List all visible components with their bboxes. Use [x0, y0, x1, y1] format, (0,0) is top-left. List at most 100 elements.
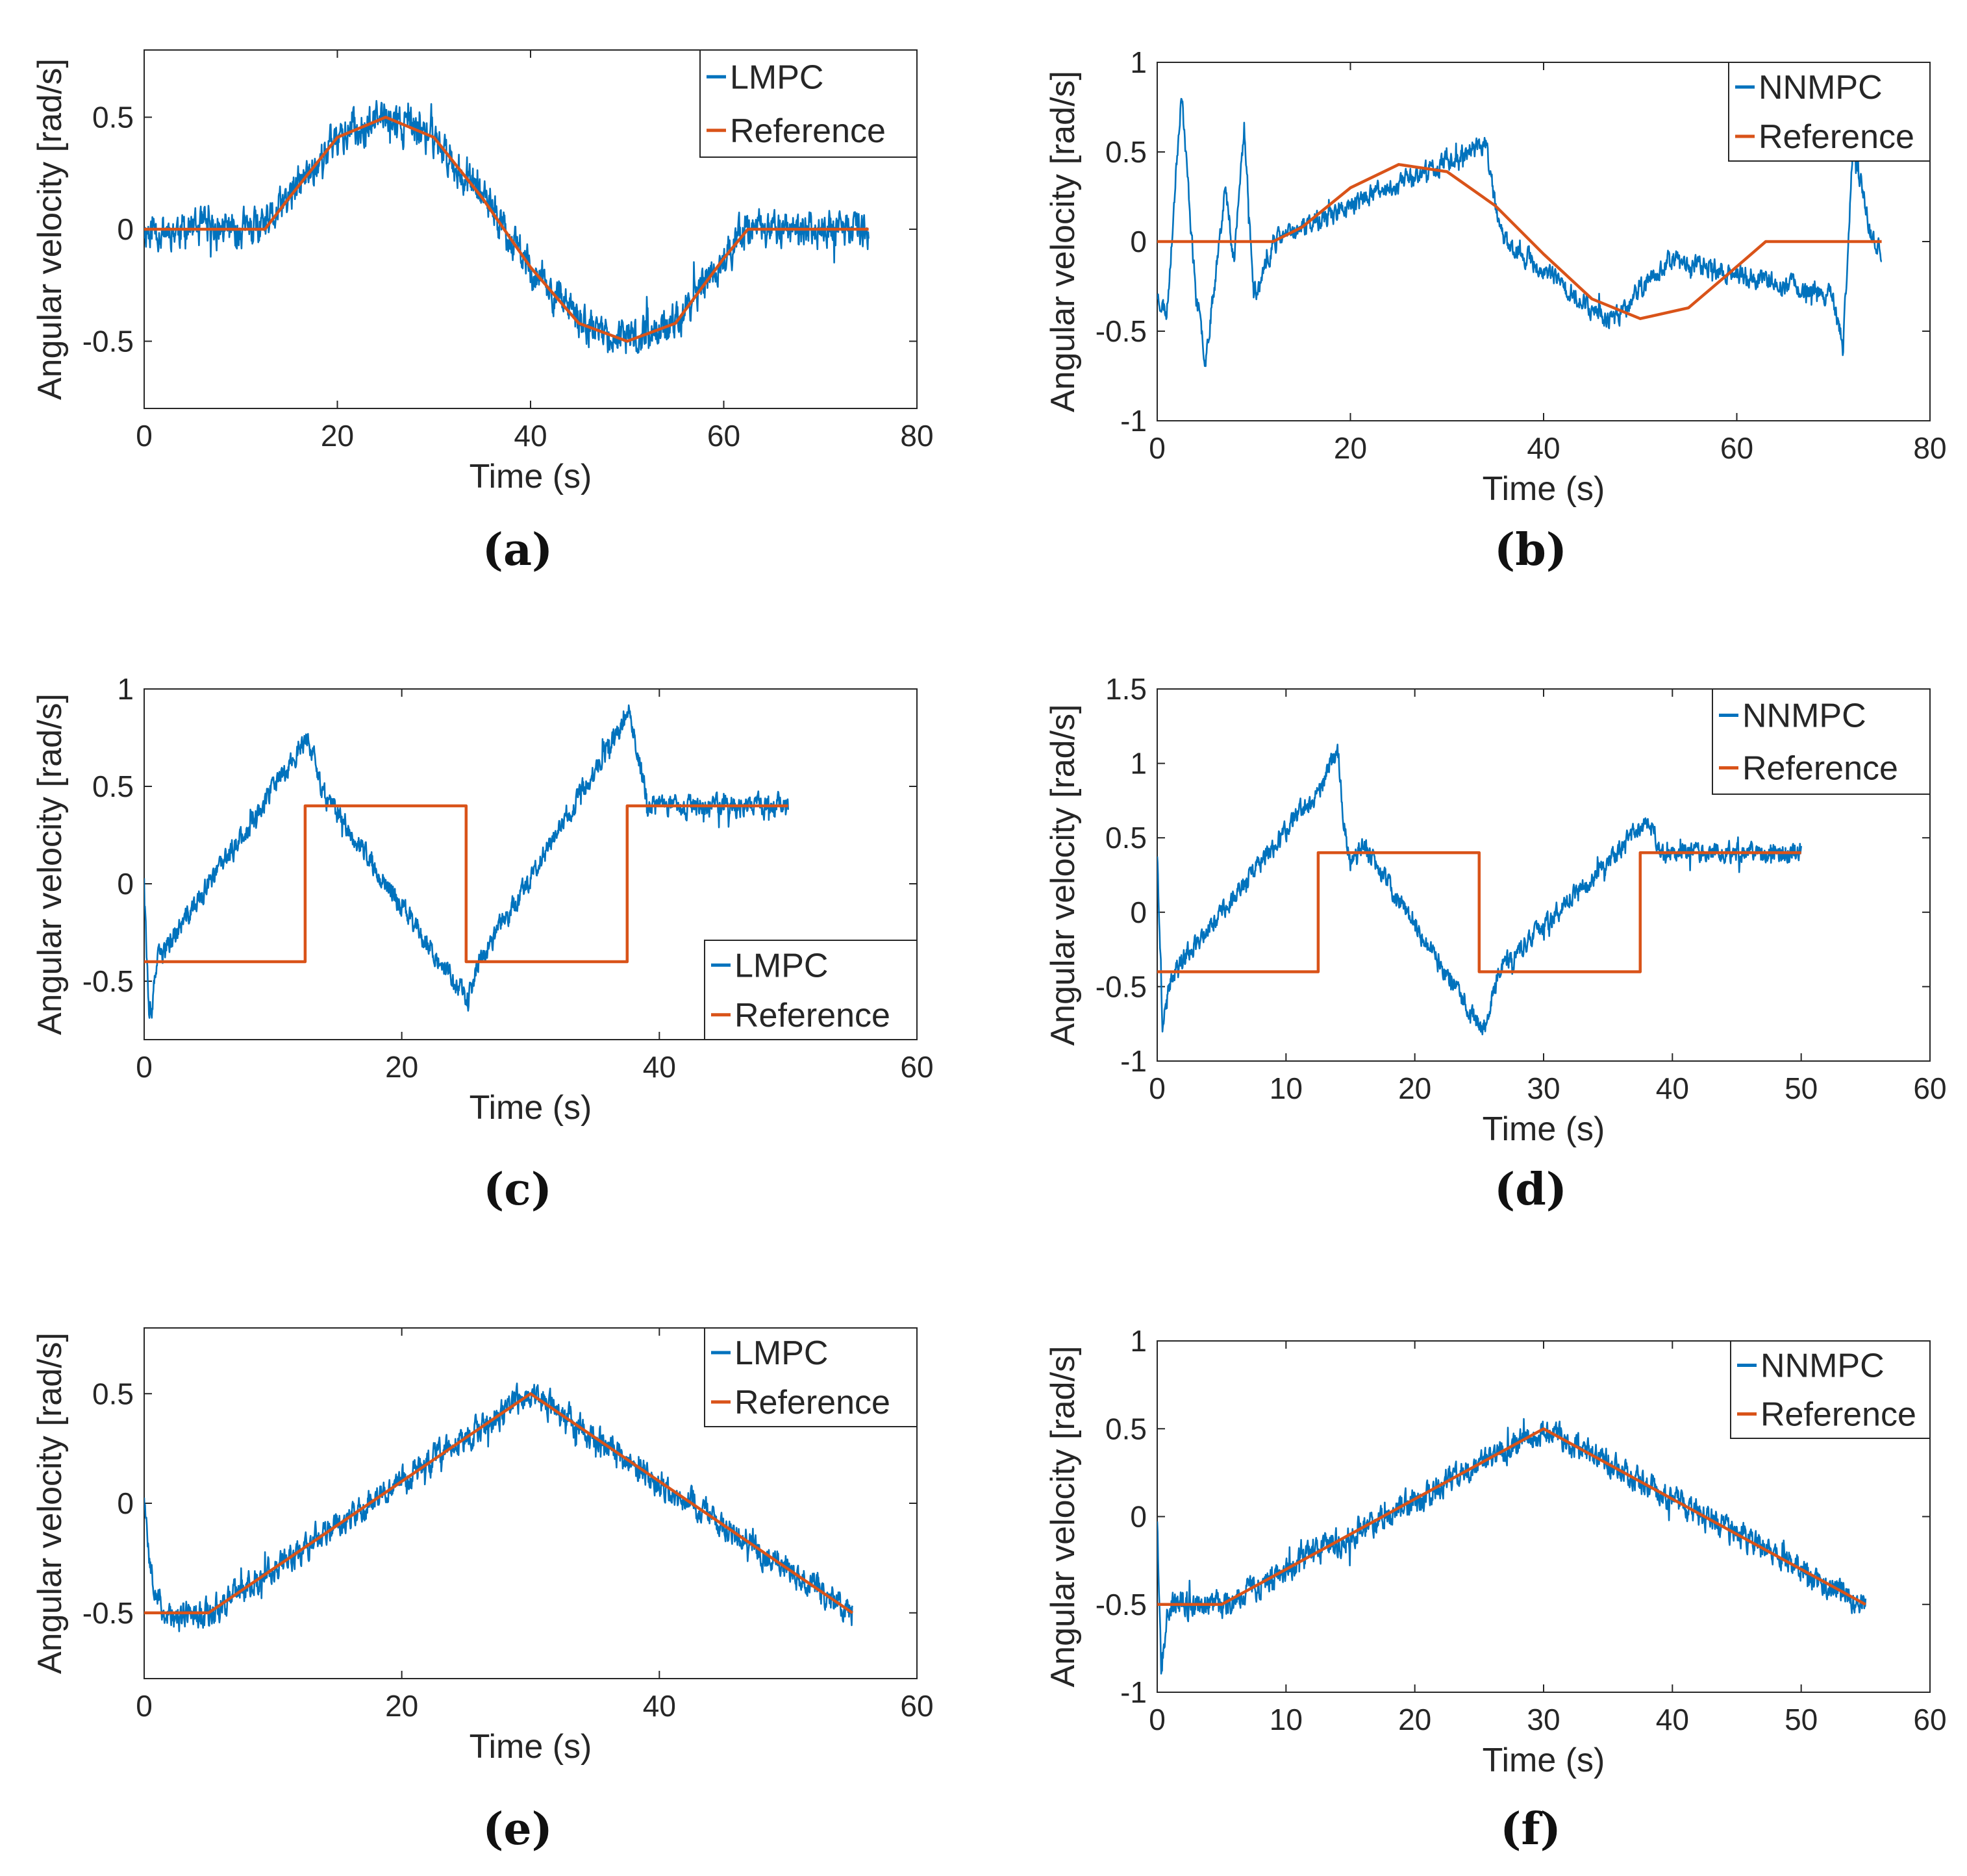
series-line-reference	[144, 116, 869, 343]
x-tick-label: 50	[1785, 1703, 1818, 1736]
x-tick-label: 10	[1270, 1071, 1303, 1105]
chart-panel-b: 0 20 40 60 80 -1 -0.5 0 0.5 1 Time (s) Angular velo…	[1044, 45, 1947, 576]
x-tick-label: 50	[1785, 1071, 1818, 1105]
y-tick-label: 0	[1130, 1500, 1147, 1534]
chart-panel-f: 0 10 20 30 40 50 60 -1 -0.5 0 0.5 1 Time (s) Angular …	[1044, 1324, 1947, 1855]
panel-caption-f: (f)	[1500, 1803, 1561, 1855]
x-tick-label: 0	[1149, 1071, 1166, 1105]
x-tick-label: 20	[385, 1689, 418, 1723]
legend-label: Reference	[734, 997, 890, 1034]
series-line-reference	[1157, 163, 1882, 320]
y-tick-label: -1	[1120, 1675, 1147, 1709]
y-axis-label: Angular velocity [rad/s]	[31, 58, 69, 400]
y-tick-label: 0.5	[1105, 135, 1147, 169]
legend-label: NNMPC	[1760, 1347, 1885, 1385]
series-line-nnmpc	[1157, 97, 1883, 368]
x-tick-label: 30	[1527, 1071, 1560, 1105]
legend-label: LMPC	[730, 58, 823, 96]
legend-f: NNMPC Reference	[1730, 1340, 1931, 1439]
legend-box	[704, 940, 918, 1040]
x-tick-label: 20	[1398, 1703, 1431, 1736]
y-axis-label: Angular velocity [rad/s]	[1044, 704, 1082, 1045]
legend-label: Reference	[1759, 118, 1914, 156]
series-line-nnmpc	[1157, 1418, 1867, 1675]
y-tick-label: 1.5	[1105, 672, 1147, 706]
y-axis-label: Angular velocity [rad/s]	[1044, 71, 1082, 412]
y-tick-label: 0.5	[92, 769, 134, 803]
legend-b: NNMPC Reference	[1728, 62, 1931, 162]
x-axis-label: Time (s)	[1483, 470, 1605, 508]
y-tick-label: -0.5	[1096, 314, 1147, 348]
x-tick-label: 0	[1149, 431, 1166, 465]
y-tick-label: 0.5	[92, 1377, 134, 1410]
legend-box	[1728, 62, 1931, 162]
x-axis-label: Time (s)	[470, 1728, 592, 1766]
y-axis-label: Angular velocity [rad/s]	[31, 694, 69, 1035]
y-axis-label: Angular velocity [rad/s]	[1044, 1345, 1082, 1687]
x-tick-label: 80	[1913, 431, 1946, 465]
legend-label: Reference	[1742, 750, 1898, 788]
series-line-reference	[144, 804, 788, 964]
legend-box	[1712, 688, 1931, 795]
chart-panel-c: 0 20 40 60 -0.5 0 0.5 1 Time (s) Angular velocity…	[31, 672, 934, 1216]
x-axis-label: Time (s)	[1483, 1110, 1605, 1148]
legend-label: LMPC	[734, 947, 828, 984]
plot-area-c	[144, 688, 918, 1040]
y-tick-label: 0.5	[92, 101, 134, 134]
y-tick-label: 0	[117, 212, 134, 246]
y-tick-label: 1	[1130, 45, 1147, 79]
series-line-lmpc	[144, 704, 789, 1019]
chart-panel-d: 0 10 20 30 40 50 60 -1 -0.5 0 0.5 1 1.5 Time (s) Angul…	[1044, 672, 1947, 1216]
panel-caption-e: (e)	[482, 1803, 553, 1855]
x-tick-label: 0	[136, 419, 153, 453]
y-tick-label: 1	[1130, 747, 1147, 781]
x-tick-label: 10	[1270, 1703, 1303, 1736]
x-axis-label: Time (s)	[470, 458, 592, 495]
legend-c: LMPC Reference	[704, 940, 918, 1040]
x-tick-label: 0	[136, 1689, 153, 1723]
legend-label: Reference	[734, 1384, 890, 1421]
y-tick-label: 1	[117, 672, 134, 706]
x-tick-label: 20	[321, 419, 354, 453]
y-tick-label: -0.5	[82, 1596, 134, 1630]
legend-label: NNMPC	[1759, 69, 1883, 106]
y-axis-label: Angular velocity [rad/s]	[31, 1332, 69, 1674]
x-tick-label: 40	[1656, 1703, 1689, 1736]
y-tick-label: 1	[1130, 1324, 1147, 1358]
x-tick-label: 40	[1527, 431, 1560, 465]
series-line-nnmpc	[1157, 744, 1802, 1036]
x-tick-label: 40	[1656, 1071, 1689, 1105]
y-tick-label: 0	[117, 867, 134, 901]
series-line-reference	[1157, 1427, 1866, 1607]
x-tick-label: 60	[900, 1689, 933, 1723]
y-tick-label: -0.5	[1096, 1588, 1147, 1621]
x-tick-label: 80	[900, 419, 933, 453]
panel-caption-c: (c)	[483, 1164, 552, 1216]
x-tick-label: 0	[136, 1050, 153, 1084]
series-line-reference	[144, 1392, 854, 1615]
x-tick-label: 30	[1527, 1703, 1560, 1736]
x-tick-label: 40	[514, 419, 547, 453]
y-tick-label: 0.5	[1105, 821, 1147, 855]
y-tick-label: -0.5	[82, 325, 134, 358]
x-tick-label: 20	[385, 1050, 418, 1084]
series-line-lmpc	[144, 100, 870, 355]
panel-caption-d: (d)	[1494, 1164, 1567, 1216]
y-tick-label: -1	[1120, 1044, 1147, 1078]
y-tick-label: -1	[1120, 404, 1147, 438]
legend-label: LMPC	[734, 1334, 828, 1372]
legend-box	[1730, 1340, 1931, 1439]
x-tick-label: 60	[1720, 431, 1753, 465]
legend-e: LMPC Reference	[704, 1327, 918, 1427]
y-tick-label: -0.5	[1096, 969, 1147, 1003]
series-line-reference	[1157, 851, 1801, 973]
legend-box	[704, 1327, 918, 1427]
y-tick-label: 0	[117, 1486, 134, 1520]
chart-panel-e: 0 20 40 60 -0.5 0 0.5 Time (s) Angular velocity …	[31, 1327, 934, 1855]
x-tick-label: 60	[1913, 1703, 1946, 1736]
panel-caption-a: (a)	[482, 524, 553, 576]
x-tick-label: 20	[1398, 1071, 1431, 1105]
x-tick-label: 60	[707, 419, 740, 453]
